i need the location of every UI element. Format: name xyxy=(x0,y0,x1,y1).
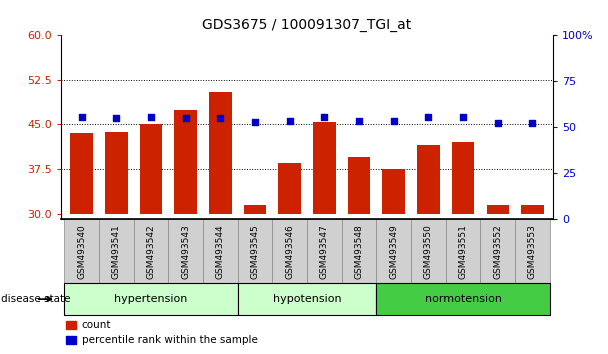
Point xyxy=(424,114,434,120)
Text: GSM493545: GSM493545 xyxy=(250,224,260,279)
Text: disease state: disease state xyxy=(1,294,71,304)
Text: GSM493546: GSM493546 xyxy=(285,224,294,279)
Title: GDS3675 / 100091307_TGI_at: GDS3675 / 100091307_TGI_at xyxy=(202,18,412,32)
Bar xyxy=(521,205,544,213)
Text: GSM493553: GSM493553 xyxy=(528,224,537,279)
Point xyxy=(493,120,503,126)
FancyBboxPatch shape xyxy=(64,283,238,315)
Text: GSM493548: GSM493548 xyxy=(354,224,364,279)
Bar xyxy=(417,145,440,213)
FancyBboxPatch shape xyxy=(272,219,307,283)
Point xyxy=(285,118,294,124)
Point xyxy=(320,114,330,120)
Legend: count, percentile rank within the sample: count, percentile rank within the sample xyxy=(66,320,258,346)
FancyBboxPatch shape xyxy=(238,283,376,315)
Point xyxy=(458,114,468,120)
FancyBboxPatch shape xyxy=(238,219,272,283)
FancyBboxPatch shape xyxy=(411,219,446,283)
Point xyxy=(181,115,190,121)
FancyBboxPatch shape xyxy=(203,219,238,283)
Point xyxy=(111,115,121,121)
FancyBboxPatch shape xyxy=(99,219,134,283)
Text: GSM493550: GSM493550 xyxy=(424,224,433,279)
Text: GSM493542: GSM493542 xyxy=(147,224,156,279)
Text: hypotension: hypotension xyxy=(273,294,341,304)
Bar xyxy=(71,133,93,213)
Point xyxy=(354,118,364,124)
FancyBboxPatch shape xyxy=(376,219,411,283)
Text: GSM493544: GSM493544 xyxy=(216,224,225,279)
FancyBboxPatch shape xyxy=(446,219,480,283)
FancyBboxPatch shape xyxy=(376,283,550,315)
FancyBboxPatch shape xyxy=(515,219,550,283)
Point xyxy=(146,114,156,120)
Text: GSM493552: GSM493552 xyxy=(493,224,502,279)
Point xyxy=(215,115,225,121)
Text: GSM493549: GSM493549 xyxy=(389,224,398,279)
Point xyxy=(250,119,260,125)
FancyBboxPatch shape xyxy=(64,219,99,283)
FancyBboxPatch shape xyxy=(480,219,515,283)
Bar xyxy=(452,142,474,213)
Point xyxy=(528,120,537,126)
Bar xyxy=(278,163,301,213)
FancyBboxPatch shape xyxy=(342,219,376,283)
Text: hypertension: hypertension xyxy=(114,294,188,304)
FancyBboxPatch shape xyxy=(307,219,342,283)
Point xyxy=(389,118,399,124)
Bar xyxy=(140,125,162,213)
Bar xyxy=(209,92,232,213)
Bar xyxy=(348,157,370,213)
Bar xyxy=(486,205,509,213)
Bar xyxy=(174,110,197,213)
Point xyxy=(77,114,86,120)
Text: normotension: normotension xyxy=(424,294,502,304)
Bar xyxy=(382,169,405,213)
Text: GSM493551: GSM493551 xyxy=(458,224,468,279)
Text: GSM493547: GSM493547 xyxy=(320,224,329,279)
Text: GSM493543: GSM493543 xyxy=(181,224,190,279)
Text: GSM493541: GSM493541 xyxy=(112,224,121,279)
Bar xyxy=(105,132,128,213)
FancyBboxPatch shape xyxy=(134,219,168,283)
Text: GSM493540: GSM493540 xyxy=(77,224,86,279)
Bar xyxy=(244,205,266,213)
Bar xyxy=(313,121,336,213)
FancyBboxPatch shape xyxy=(168,219,203,283)
